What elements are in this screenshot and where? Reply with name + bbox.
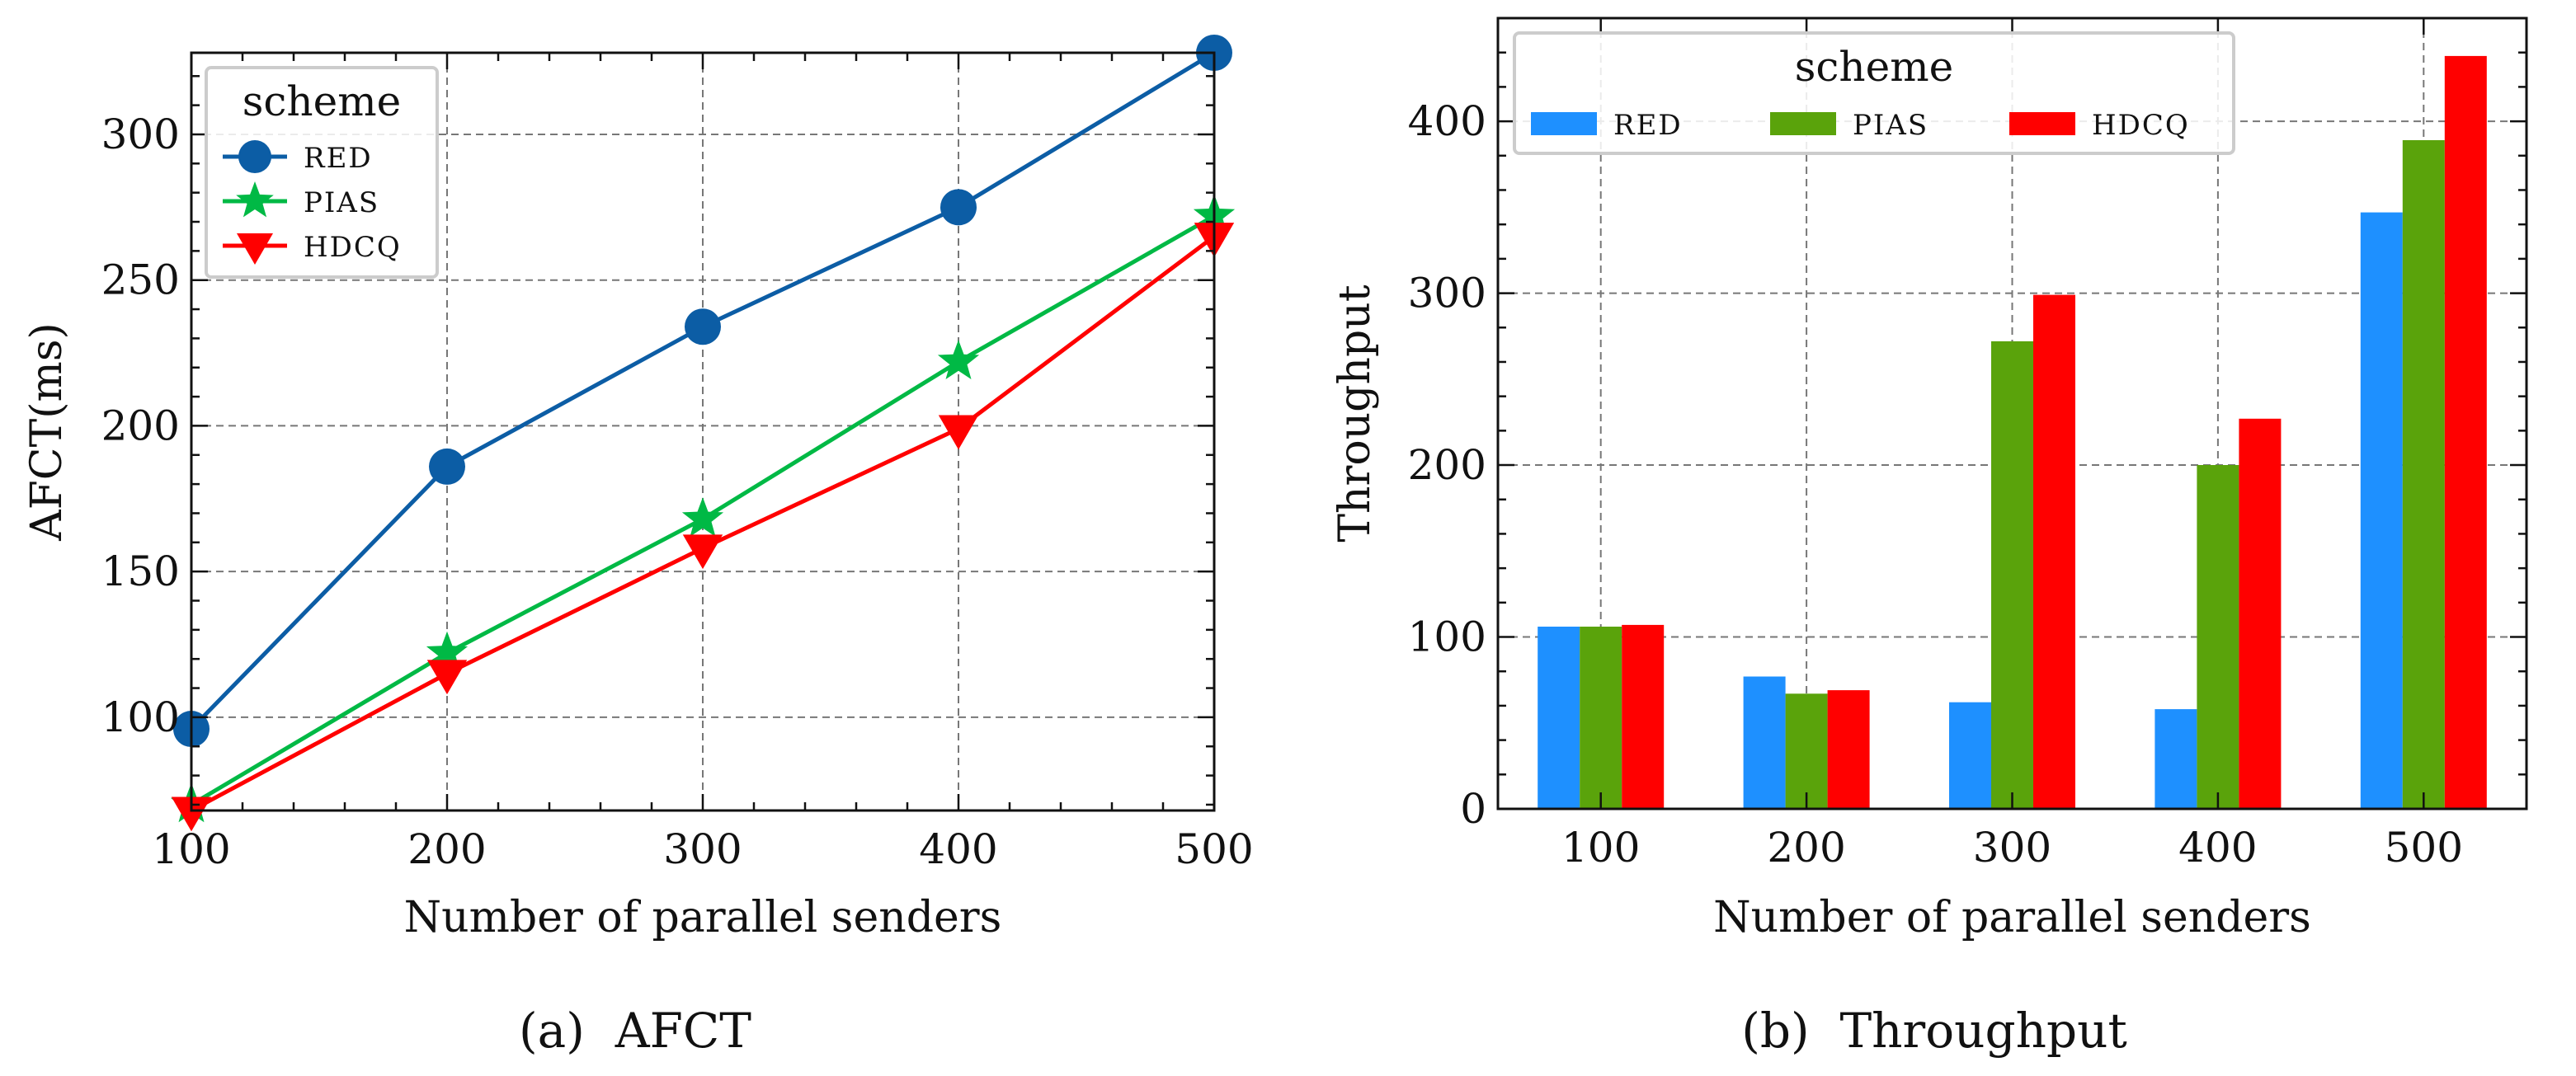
throughput-x-tick-label: 300 [1973, 824, 2051, 872]
afct-point-hdcq [171, 796, 212, 832]
afct-caption: (a) AFCT [519, 1003, 751, 1059]
afct-chart: 100 200 300 400 500 100 150 200 250 300 Number of… [22, 35, 1254, 1059]
throughput-tick-labels: 100 200 300 400 500 0 100 200 300 400 [1408, 97, 2463, 872]
afct-point-pias [681, 497, 724, 537]
afct-y-tick-label: 150 [101, 547, 180, 595]
throughput-bar-pias [1785, 693, 1828, 809]
throughput-bar-hdcq [2033, 294, 2075, 810]
throughput-legend-title: scheme [1795, 43, 1953, 91]
afct-point-hdcq [938, 415, 979, 450]
throughput-y-axis-title: Throughput [1330, 284, 1380, 542]
afct-tick-labels: 100 200 300 400 500 100 150 200 250 300 [101, 110, 1254, 873]
throughput-x-tick-label: 200 [1767, 824, 1845, 872]
afct-series [170, 35, 1236, 832]
throughput-bar-pias [1580, 627, 1622, 809]
throughput-bar-pias [2402, 140, 2445, 809]
afct-y-tick-label: 300 [101, 110, 180, 158]
afct-point-pias [937, 340, 980, 379]
afct-legend-title: scheme [243, 78, 401, 125]
afct-x-tick-label: 200 [407, 825, 486, 873]
throughput-bar-red [1538, 627, 1580, 809]
throughput-legend-swatch-hdcq [2009, 112, 2075, 135]
throughput-bar-red [2155, 709, 2197, 809]
afct-point-red [940, 189, 977, 226]
throughput-y-tick-label: 100 [1408, 613, 1486, 661]
throughput-chart: 100 200 300 400 500 0 100 200 300 400 Number of p… [1330, 16, 2528, 1059]
throughput-bar-hdcq [2239, 418, 2282, 809]
throughput-x-tick-label: 500 [2385, 824, 2463, 872]
throughput-legend-swatch-red [1531, 112, 1597, 135]
throughput-legend-label-hdcq: HDCQ [2092, 109, 2190, 142]
throughput-bar-hdcq [1827, 690, 1870, 809]
throughput-caption: (b) Throughput [1741, 1003, 2127, 1059]
throughput-x-tick-label: 100 [1561, 824, 1640, 872]
afct-y-axis-title: AFCT(ms) [22, 322, 72, 542]
afct-y-tick-label: 250 [101, 256, 180, 304]
throughput-y-tick-label: 300 [1408, 270, 1486, 317]
afct-legend-label-hdcq: HDCQ [304, 231, 402, 264]
afct-x-tick-label: 300 [663, 825, 742, 873]
afct-point-pias [426, 631, 469, 671]
afct-legend-marker-red [238, 140, 271, 173]
afct-point-hdcq [682, 534, 723, 570]
throughput-x-tick-label: 400 [2178, 824, 2257, 872]
throughput-y-tick-label: 400 [1408, 97, 1486, 145]
afct-legend-box [205, 66, 439, 279]
afct-x-axis-title: Number of parallel senders [404, 893, 1002, 942]
afct-legend: scheme RED PIAS HDCQ [205, 66, 439, 279]
throughput-bar-red [2360, 212, 2403, 810]
throughput-y-tick-label: 0 [1460, 785, 1486, 833]
afct-legend-label-red: RED [304, 142, 373, 175]
afct-x-tick-label: 400 [919, 825, 997, 873]
afct-x-tick-label: 100 [152, 825, 230, 873]
throughput-legend-swatch-pias [1770, 112, 1836, 135]
throughput-bars [1538, 55, 2487, 810]
throughput-bar-hdcq [2444, 55, 2487, 809]
throughput-legend-label-red: RED [1613, 109, 1683, 142]
throughput-legend-label-pias: PIAS [1853, 109, 1928, 142]
throughput-bar-red [1743, 676, 1786, 809]
afct-point-red [685, 308, 721, 345]
afct-y-tick-label: 100 [101, 693, 180, 741]
throughput-bar-pias [1991, 341, 2033, 809]
afct-point-hdcq [426, 660, 468, 695]
afct-legend-label-pias: PIAS [304, 186, 379, 219]
afct-x-tick-label: 500 [1175, 825, 1253, 873]
throughput-y-tick-label: 200 [1408, 441, 1486, 489]
afct-legend-marker-pias [236, 181, 274, 218]
afct-point-red [429, 448, 465, 485]
throughput-legend: scheme RED PIAS HDCQ [1513, 31, 2235, 155]
throughput-bar-red [1949, 702, 1991, 809]
afct-legend-marker-hdcq [237, 233, 273, 265]
afct-y-tick-label: 200 [101, 402, 180, 449]
throughput-x-axis-title: Number of parallel senders [1713, 893, 2311, 942]
afct-ticks [190, 53, 1216, 811]
throughput-bar-pias [2197, 465, 2239, 809]
throughput-bar-hdcq [1622, 624, 1665, 809]
